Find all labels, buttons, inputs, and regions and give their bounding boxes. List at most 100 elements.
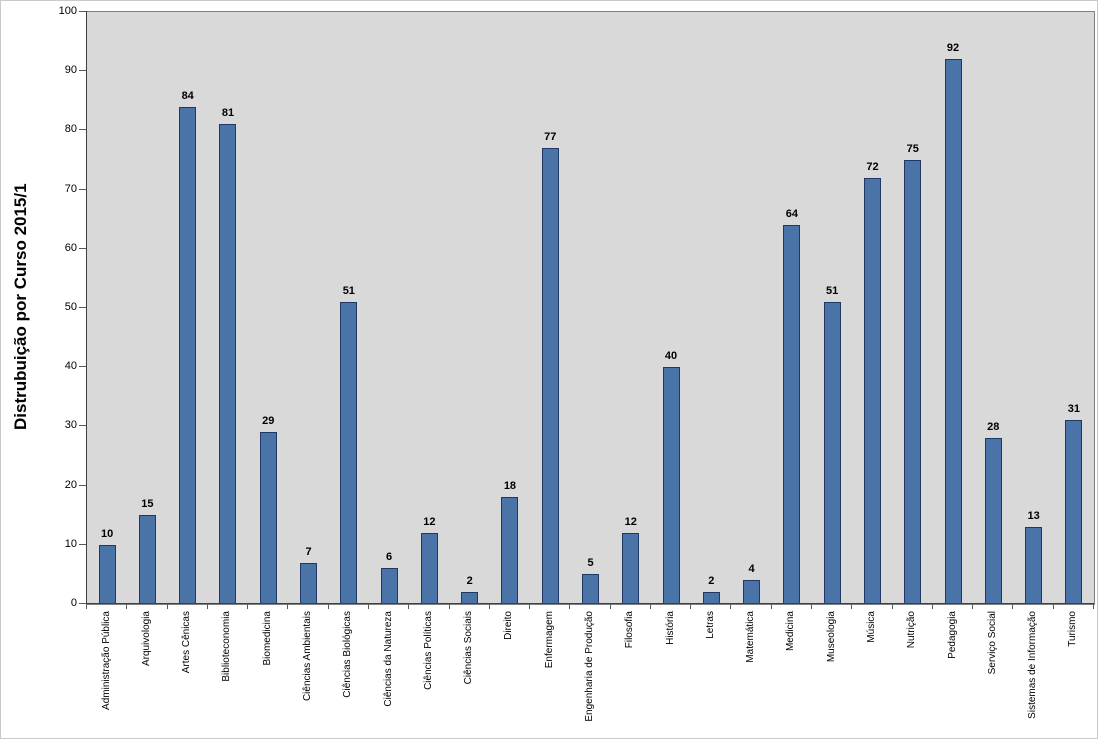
- y-axis-tick-label: 80: [64, 123, 77, 136]
- y-axis-tick-label: 100: [58, 5, 77, 17]
- bar-value-label: 2: [708, 575, 715, 588]
- bar-value-label: 15: [141, 498, 154, 511]
- bar: [944, 59, 962, 604]
- x-axis-category-label: Ciências Ambientais: [302, 611, 314, 702]
- x-axis-tick-mark: [931, 604, 933, 609]
- y-axis-tick-label: 90: [64, 64, 77, 77]
- y-axis-tick-mark: [79, 188, 86, 190]
- x-axis-category-label: Arquivologia: [140, 611, 152, 667]
- x-axis-tick-mark: [649, 604, 651, 609]
- plot-area: 10 15 84 81 29 7 51 6 12 2 18 77 5 12 40 2 4 64 51 72 75 92 28…: [86, 11, 1095, 605]
- x-axis-category-label: Pedagogia: [946, 611, 958, 659]
- x-axis-category-label: Música: [865, 611, 877, 643]
- bar: [98, 544, 116, 604]
- bar-value-label: 51: [342, 285, 355, 298]
- x-axis-category-label: Biomedicina: [261, 611, 273, 666]
- bar-value-label: 64: [785, 208, 799, 221]
- y-axis-title: Distrubuição por Curso 2015/1: [11, 183, 30, 431]
- y-axis-tick-mark: [79, 603, 86, 604]
- x-axis-tick-mark: [408, 604, 410, 609]
- x-axis-tick-mark: [569, 604, 571, 609]
- x-axis-category-label: Nutrição: [906, 611, 918, 649]
- x-axis-tick-mark: [367, 604, 369, 609]
- x-axis-tick-mark: [86, 604, 87, 609]
- bar-value-label: 2: [466, 575, 473, 588]
- x-axis-category-label: Ciências Sociais: [463, 611, 475, 685]
- y-axis-tick-label: 50: [64, 301, 77, 313]
- x-axis-tick-mark: [972, 604, 974, 609]
- x-axis-tick-mark: [529, 604, 531, 609]
- x-axis-tick-mark: [609, 604, 611, 609]
- bar-value-label: 4: [748, 563, 755, 576]
- bar: [1025, 527, 1043, 604]
- bar-value-label: 5: [587, 557, 594, 570]
- x-axis-category-label: Sistemas de Informação: [1027, 611, 1039, 719]
- x-axis-category-label: Museologia: [825, 611, 837, 663]
- x-axis-category-label: Ciências da Natureza: [382, 611, 394, 707]
- x-axis-tick-mark: [891, 604, 893, 609]
- x-axis-tick-mark: [206, 604, 208, 609]
- x-axis-tick-mark: [730, 604, 732, 609]
- x-axis-line: [86, 603, 1094, 604]
- y-axis-tick-mark: [79, 366, 86, 368]
- bar: [904, 160, 922, 604]
- bar: [541, 148, 559, 604]
- x-axis-category-label: Medicina: [785, 611, 797, 652]
- x-axis-category-label: Serviço Social: [986, 611, 998, 675]
- bar-value-label: 75: [906, 143, 919, 155]
- x-axis-category-label: Ciências Biológicas: [342, 611, 354, 698]
- bar-value-label: 29: [262, 415, 275, 428]
- bar: [622, 532, 640, 604]
- bar-value-label: 6: [386, 551, 393, 564]
- x-axis-category-label: Matemática: [745, 611, 757, 663]
- x-axis-tick-mark: [247, 604, 249, 609]
- bar: [823, 302, 841, 604]
- bar-value-label: 12: [624, 515, 637, 528]
- x-axis-tick-mark: [126, 604, 128, 609]
- bar: [259, 432, 277, 604]
- y-axis-tick-label: 0: [70, 597, 77, 609]
- bar-value-label: 31: [1067, 403, 1080, 416]
- bar-value-label: 81: [221, 107, 235, 120]
- x-axis-tick-mark: [166, 604, 168, 609]
- bar: [863, 177, 881, 604]
- x-axis-category-label: Enfermagem: [543, 611, 555, 669]
- bar: [420, 532, 438, 604]
- bar: [783, 225, 801, 604]
- x-axis-tick-mark: [811, 604, 813, 609]
- y-axis-tick-mark: [79, 307, 86, 308]
- bar-value-label: 12: [423, 515, 436, 528]
- bar-value-label: 18: [503, 480, 517, 493]
- x-axis-tick-mark: [488, 604, 490, 609]
- y-axis-tick-mark: [79, 484, 86, 486]
- x-axis-category-label: História: [664, 611, 676, 645]
- x-axis-tick-mark: [327, 604, 329, 609]
- bar: [582, 574, 599, 604]
- y-axis-tick-mark: [79, 11, 86, 12]
- bar: [179, 106, 197, 604]
- x-axis-tick-mark: [1052, 604, 1054, 609]
- bar: [300, 562, 318, 604]
- x-axis-category-label: Engenharia de Produção: [584, 611, 595, 722]
- y-axis-tick-label: 70: [64, 182, 77, 195]
- y-axis-tick-mark: [79, 70, 86, 72]
- bar: [743, 580, 761, 604]
- x-axis-category-label: Artes Cênicas: [181, 611, 193, 674]
- y-axis-tick-label: 20: [64, 478, 77, 491]
- y-axis-tick-label: 10: [64, 537, 77, 550]
- bar-value-label: 40: [664, 350, 678, 363]
- bar-value-label: 51: [826, 285, 839, 298]
- bar-value-label: 13: [1027, 510, 1040, 523]
- y-axis-tick-mark: [79, 247, 86, 249]
- bar-value-label: 28: [987, 421, 1000, 434]
- x-axis-category-label: Letras: [704, 611, 716, 639]
- bar-value-label: 72: [866, 160, 879, 173]
- bar: [219, 124, 237, 604]
- bar: [340, 302, 358, 604]
- y-axis-tick-mark: [79, 129, 86, 131]
- y-axis-tick-label: 30: [64, 419, 77, 432]
- x-axis-category-label: Ciências Políticas: [422, 611, 434, 690]
- bar: [501, 497, 519, 604]
- x-axis-category-label: Administração Pública: [100, 611, 112, 710]
- y-axis-line: [86, 11, 87, 604]
